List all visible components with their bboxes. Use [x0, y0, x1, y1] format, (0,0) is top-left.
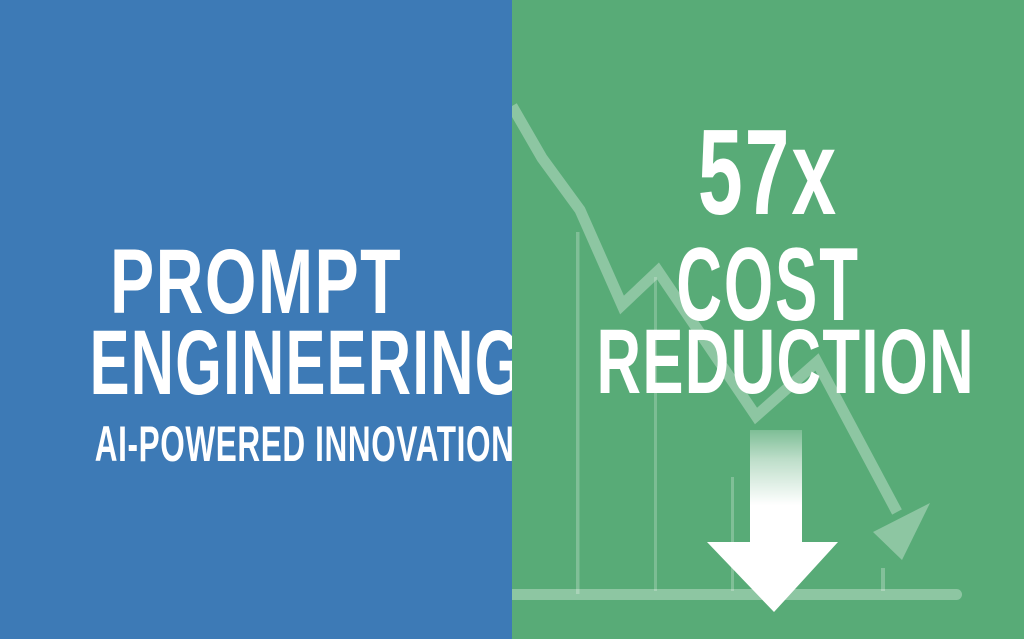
title-line-1: PROMPT [109, 231, 403, 333]
tick-mark [881, 568, 885, 591]
trend-arrowhead-icon [873, 503, 930, 560]
grid-line [654, 277, 657, 591]
title-line-2: ENGINEERING [89, 312, 512, 414]
stat-label-line-2: REDUCTION [596, 311, 975, 413]
right-panel: 57x COST REDUCTION [512, 0, 1024, 639]
background-chart-graphic [512, 103, 962, 612]
axis-baseline [512, 589, 962, 600]
grid-line [576, 232, 580, 594]
down-arrow-icon [707, 430, 838, 612]
stat-label-line-1: COST [676, 227, 860, 343]
trend-line-icon [512, 103, 902, 515]
stat-multiplier: 57x [697, 104, 839, 240]
left-panel: PROMPT ENGINEERING AI-POWERED INNOVATION [0, 0, 512, 639]
tick-mark [731, 477, 734, 591]
subtitle: AI-POWERED INNOVATION [94, 416, 512, 472]
